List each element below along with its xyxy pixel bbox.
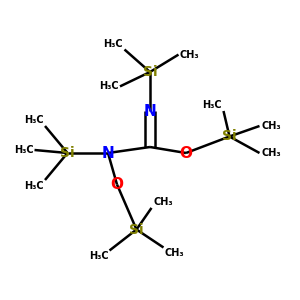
Text: CH₃: CH₃ bbox=[153, 197, 172, 207]
Text: Si: Si bbox=[60, 146, 75, 160]
Text: CH₃: CH₃ bbox=[164, 248, 184, 258]
Text: H₃C: H₃C bbox=[103, 39, 123, 49]
Text: N: N bbox=[102, 146, 114, 160]
Text: O: O bbox=[179, 146, 193, 160]
Text: O: O bbox=[110, 177, 124, 192]
Text: Si: Si bbox=[129, 223, 144, 236]
Text: H₃C: H₃C bbox=[25, 181, 44, 190]
Text: CH₃: CH₃ bbox=[180, 50, 200, 60]
Text: H₃C: H₃C bbox=[89, 251, 109, 261]
Text: Si: Si bbox=[143, 65, 157, 79]
Text: H₃C: H₃C bbox=[202, 100, 222, 110]
Text: CH₃: CH₃ bbox=[261, 121, 280, 131]
Text: CH₃: CH₃ bbox=[261, 148, 280, 158]
Text: H₃C: H₃C bbox=[99, 81, 118, 92]
Text: N: N bbox=[144, 103, 156, 118]
Text: Si: Si bbox=[222, 130, 237, 143]
Text: H₃C: H₃C bbox=[25, 116, 44, 125]
Text: H₃C: H₃C bbox=[14, 145, 34, 155]
